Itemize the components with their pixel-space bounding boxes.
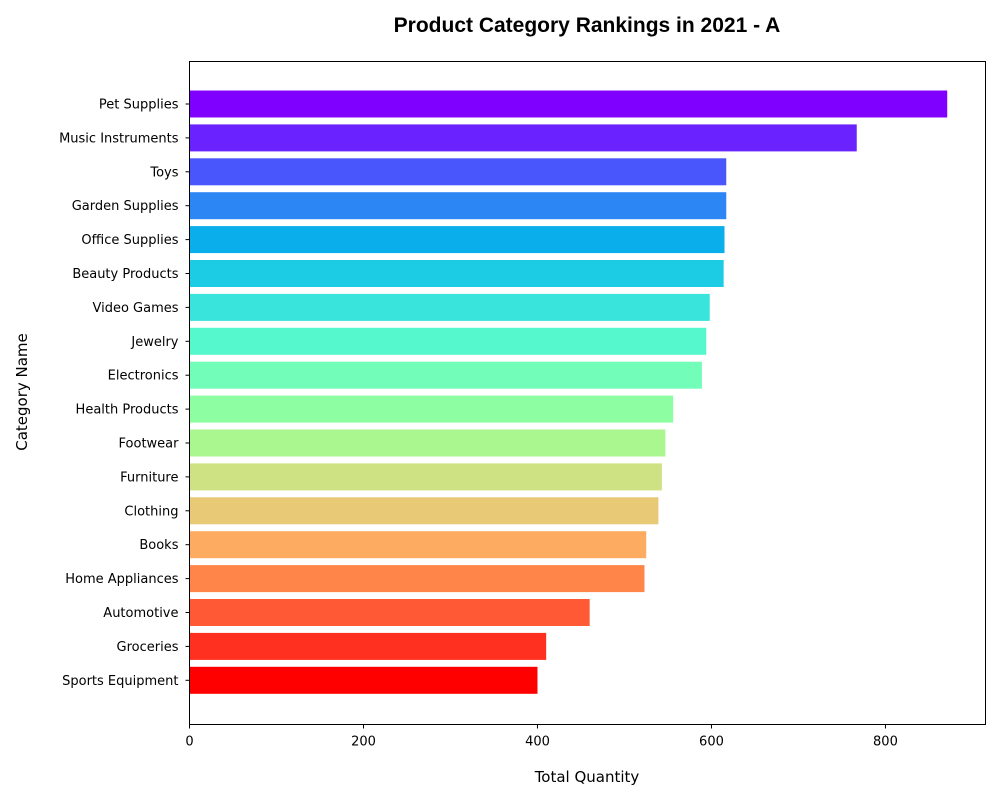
x-tick-label: 600: [699, 735, 724, 750]
y-tick-label: Books: [139, 538, 178, 553]
bar: [189, 497, 659, 525]
y-tick-label: Music Instruments: [59, 131, 179, 146]
x-tick-label: 800: [873, 735, 898, 750]
bar: [189, 192, 727, 220]
bar: [189, 599, 590, 626]
y-tick-label: Furniture: [120, 470, 178, 485]
y-axis-ticks: Pet Supplies Music Instruments Toys Garden …: [59, 98, 190, 689]
x-tick-label: 200: [351, 735, 376, 750]
bar: [189, 531, 647, 559]
bar: [189, 226, 725, 254]
y-tick-label: Groceries: [117, 640, 179, 655]
y-tick-label: Automotive: [103, 606, 178, 621]
x-axis-ticks: 0 200 400 600 800: [185, 724, 898, 750]
x-tick-label: 400: [525, 735, 550, 750]
bar: [189, 158, 727, 186]
bar: [189, 260, 724, 287]
y-tick-label: Video Games: [92, 301, 178, 316]
y-tick-label: Beauty Products: [72, 267, 178, 282]
y-tick-label: Clothing: [124, 504, 178, 519]
bar: [189, 395, 674, 423]
x-tick-label: 0: [185, 735, 193, 750]
y-tick-label: Footwear: [119, 437, 180, 452]
y-tick-label: Jewelry: [130, 335, 178, 350]
y-tick-label: Electronics: [108, 369, 179, 384]
bar: [189, 90, 948, 118]
bar: [189, 632, 547, 660]
y-tick-label: Office Supplies: [81, 233, 178, 248]
plot-frame: [189, 61, 986, 725]
bar: [189, 666, 538, 694]
bar: [189, 361, 702, 389]
y-tick-label: Pet Supplies: [99, 98, 179, 113]
y-tick-label: Sports Equipment: [62, 674, 178, 689]
bar: [189, 293, 710, 321]
bar: [189, 327, 707, 355]
chart-title: Product Category Rankings in 2021 - A: [394, 14, 781, 37]
y-tick-label: Home Appliances: [65, 572, 178, 587]
bars: [189, 90, 948, 694]
bar: [189, 429, 666, 457]
bar: [189, 463, 662, 491]
x-axis-label: Total Quantity: [534, 768, 640, 786]
y-axis-label: Category Name: [13, 333, 31, 451]
bar: [189, 565, 645, 593]
bar: [189, 124, 857, 152]
y-tick-label: Garden Supplies: [72, 199, 179, 214]
y-tick-label: Toys: [149, 165, 178, 180]
y-tick-label: Health Products: [76, 403, 179, 418]
